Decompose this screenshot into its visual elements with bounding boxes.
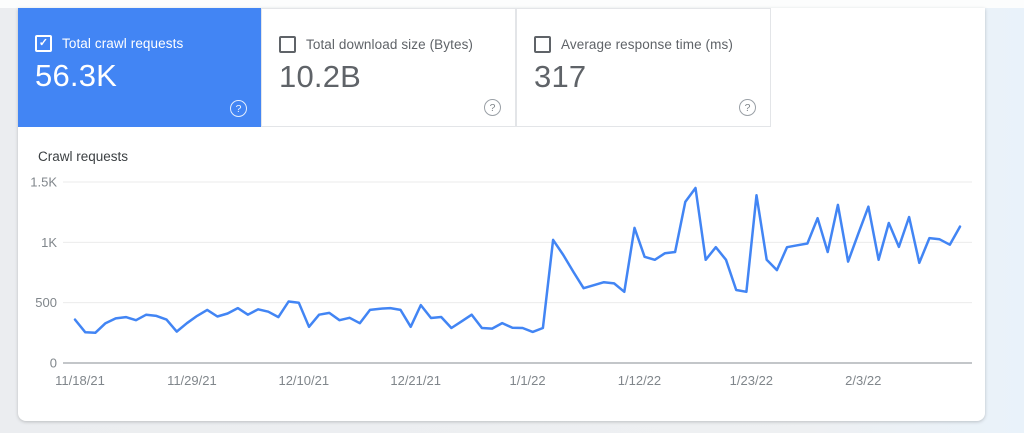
y-tick-label: 0 [50,356,57,371]
card-value: 317 [534,59,587,94]
card-label: Total download size (Bytes) [306,37,474,52]
chart-title: Crawl requests [38,149,129,164]
x-tick-label: 12/21/21 [390,373,441,388]
y-tick-label: 500 [35,295,57,310]
crawl-stats-panel: ✓ Total crawl requests 56.3K ? Total dow… [18,8,985,421]
x-tick-label: 2/3/22 [845,373,881,388]
card-value: 56.3K [35,58,118,93]
card-header: Total download size (Bytes) [279,36,473,53]
x-tick-label: 11/18/21 [55,373,105,388]
card-label: Total crawl requests [62,36,184,51]
card-header: Average response time (ms) [534,36,733,53]
card-header: ✓ Total crawl requests [35,35,183,52]
x-tick-label: 1/12/22 [618,373,661,388]
card-value: 10.2B [279,59,362,94]
card-label: Average response time (ms) [561,37,733,52]
x-tick-label: 1/1/22 [509,373,545,388]
help-icon[interactable]: ? [484,99,501,116]
checkbox-unchecked-icon[interactable] [279,36,296,53]
y-tick-label: 1.5K [30,175,57,190]
x-tick-label: 1/23/22 [730,373,773,388]
checkbox-checked-icon[interactable]: ✓ [35,35,52,52]
help-icon[interactable]: ? [230,100,247,117]
x-tick-label: 11/29/21 [167,373,217,388]
page-background-strip [0,0,1024,8]
y-tick-label: 1K [41,235,57,250]
metric-cards-row: ✓ Total crawl requests 56.3K ? Total dow… [18,8,985,127]
crawl-requests-line-chart: 0 500 1K 1.5K 11/18/21 11/29/21 12/10/21 12/21/… [30,175,972,388]
metric-card-total-crawl-requests[interactable]: ✓ Total crawl requests 56.3K ? [18,8,261,127]
metric-card-total-download-size[interactable]: Total download size (Bytes) 10.2B ? [261,8,516,127]
crawl-requests-series-line [73,186,962,335]
checkbox-unchecked-icon[interactable] [534,36,551,53]
x-tick-label: 12/10/21 [278,373,329,388]
metric-card-average-response-time[interactable]: Average response time (ms) 317 ? [516,8,771,127]
help-icon[interactable]: ? [739,99,756,116]
